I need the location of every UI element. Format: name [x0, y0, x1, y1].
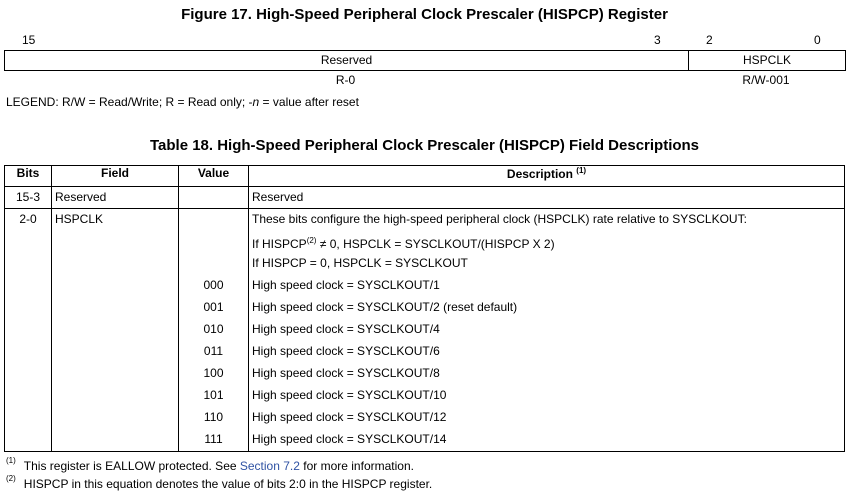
field-descriptions-table: Bits Field Value Description (1) 15-3 Re… [4, 165, 845, 452]
header-description: Description (1) [248, 165, 845, 187]
bit-number-0: 0 [814, 33, 821, 47]
bits-cell: 15-3 [4, 186, 52, 209]
bit-number-15: 15 [22, 33, 36, 47]
footnote-1: (1) This register is EALLOW protected. Se… [6, 456, 414, 473]
description-cell: These bits configure the high-speed peri… [248, 208, 845, 452]
field-cell: HSPCLK [51, 208, 179, 452]
field-divider [688, 51, 689, 70]
reserved-field-label: Reserved [320, 53, 373, 67]
header-field: Field [51, 165, 179, 187]
footnote-2: (2) HISPCP in this equation denotes the v… [6, 474, 433, 491]
hspclk-field-label: HSPCLK [742, 53, 792, 67]
register-legend: LEGEND: R/W = Read/Write; R = Read only;… [6, 95, 359, 109]
header-value: Value [178, 165, 249, 187]
description-cell: Reserved [248, 186, 845, 209]
table-title: Table 18. High-Speed Peripheral Clock Pr… [149, 137, 700, 154]
figure-title: Figure 17. High-Speed Peripheral Clock P… [181, 6, 668, 23]
table-row: 15-3 Reserved Reserved [4, 186, 845, 209]
bits-cell: 2-0 [4, 208, 52, 452]
section-link[interactable]: Section 7.2 [239, 459, 300, 473]
value-cell [178, 186, 249, 209]
field-cell: Reserved [51, 186, 179, 209]
bit-number-3: 3 [654, 33, 661, 47]
register-diagram: Reserved HSPCLK [4, 50, 846, 71]
hspclk-access: R/W-001 [742, 73, 790, 87]
reserved-access: R-0 [335, 73, 356, 87]
table-row: 2-0 HSPCLK 000 001 010 011 100 101 110 1… [4, 208, 845, 452]
header-bits: Bits [4, 165, 52, 187]
table-header-row: Bits Field Value Description (1) [4, 165, 845, 187]
value-cell: 000 001 010 011 100 101 110 111 [178, 208, 249, 452]
bit-number-2: 2 [706, 33, 713, 47]
